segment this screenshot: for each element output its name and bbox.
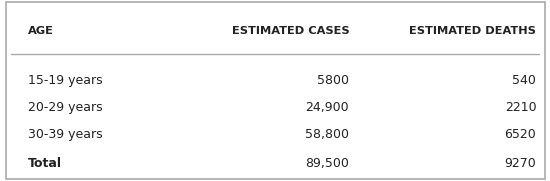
Text: 2210: 2210 xyxy=(505,101,536,114)
Text: 5800: 5800 xyxy=(317,74,349,87)
Text: 9270: 9270 xyxy=(504,157,536,170)
Text: 89,500: 89,500 xyxy=(305,157,349,170)
Text: 6520: 6520 xyxy=(504,128,536,141)
Text: 15-19 years: 15-19 years xyxy=(28,74,102,87)
Text: 58,800: 58,800 xyxy=(305,128,349,141)
Text: 24,900: 24,900 xyxy=(306,101,349,114)
Text: 20-29 years: 20-29 years xyxy=(28,101,102,114)
Text: AGE: AGE xyxy=(28,26,53,36)
Text: ESTIMATED DEATHS: ESTIMATED DEATHS xyxy=(409,26,536,36)
Text: Total: Total xyxy=(28,157,62,170)
Text: 30-39 years: 30-39 years xyxy=(28,128,102,141)
Text: ESTIMATED CASES: ESTIMATED CASES xyxy=(232,26,349,36)
Text: 540: 540 xyxy=(513,74,536,87)
